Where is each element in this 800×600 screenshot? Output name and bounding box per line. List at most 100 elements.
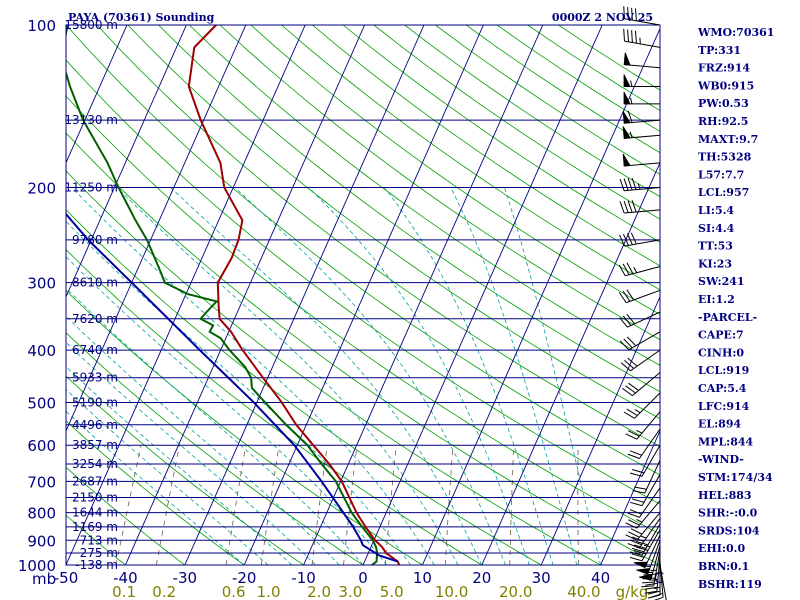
background-grid — [0, 25, 660, 565]
dewpoint-data-point — [187, 293, 189, 295]
wind-barb-staff — [656, 555, 661, 592]
moist-adiabat-line — [384, 187, 554, 565]
wind-barb-feather — [635, 30, 637, 44]
wind-barb-staff — [641, 474, 661, 506]
wind-barb — [619, 311, 661, 328]
wind-barb-feather — [623, 411, 635, 419]
temperature-data-point — [237, 239, 240, 241]
height-level-label: 5190 m — [72, 395, 118, 409]
wind-barb-staff — [624, 209, 661, 214]
dewpoint-data-point — [361, 526, 363, 528]
wind-barb-half-feather — [637, 183, 641, 190]
index-line: STM:174/34 — [698, 471, 773, 484]
wind-barb — [633, 534, 661, 569]
temperature-data-point — [281, 401, 283, 403]
height-level-label: 1169 m — [72, 520, 118, 534]
temperature-data-point — [219, 162, 221, 164]
moist-adiabat-line — [450, 187, 578, 565]
wind-barb-feather — [619, 178, 625, 191]
wind-barb-half-feather — [634, 409, 641, 414]
wind-barb — [625, 411, 661, 440]
wind-barb-feather — [631, 30, 633, 43]
index-line: PW:0.53 — [698, 97, 749, 110]
dewpoint-data-point — [82, 119, 84, 121]
wind-barb-feather — [622, 233, 629, 246]
wind-barb — [623, 52, 661, 69]
index-line: TT:53 — [698, 240, 733, 253]
wind-barb-feather — [622, 387, 633, 397]
index-line: KI:23 — [698, 257, 732, 270]
wind-barb-feather — [653, 596, 664, 600]
mixing-ratio-line — [343, 445, 358, 565]
height-level-label: 11250 m — [64, 181, 118, 195]
wind-barb-feather — [625, 433, 638, 440]
isotherm-line — [421, 27, 660, 565]
temperature-tick-label: -30 — [173, 569, 198, 587]
pressure-tick-label: 700 — [27, 473, 56, 491]
temperature-unit-label: C — [654, 569, 664, 587]
wind-barb-feather — [647, 590, 661, 595]
temperature-tick-label: 40 — [591, 569, 610, 587]
index-line: -WIND- — [698, 453, 744, 466]
wind-barb-feather — [644, 590, 657, 594]
dewpoint-data-point — [164, 282, 166, 284]
temperature-data-point — [355, 512, 358, 514]
index-line: CAPE:7 — [698, 329, 744, 342]
wind-barb-pennant — [622, 111, 631, 124]
isotherm-line — [184, 25, 425, 565]
sounding-profiles — [61, 25, 401, 565]
wind-barb-staff — [624, 239, 661, 247]
height-level-label: 713 m — [80, 533, 118, 547]
index-line: FRZ:914 — [698, 62, 750, 75]
wind-barb-feather — [627, 178, 633, 191]
mixing-ratio-line — [225, 445, 247, 565]
moist-adiabat-line — [170, 187, 483, 565]
dewpoint-data-point — [372, 539, 374, 541]
dewpoint-data-point — [61, 57, 62, 58]
temperature-tick-label: 30 — [532, 569, 551, 587]
parcel-data-point — [253, 401, 255, 403]
dewpoint-data-point — [285, 424, 287, 426]
wind-barb-pennant — [638, 573, 653, 581]
wind-barb — [629, 474, 661, 507]
parcel-data-point — [352, 526, 354, 528]
temperature-data-point — [365, 526, 367, 528]
temperature-tick-label: -20 — [232, 569, 257, 587]
wind-barb-feather — [627, 29, 629, 42]
dewpoint-data-point — [375, 560, 378, 563]
wind-barb-pennant — [636, 568, 651, 575]
isotherm-line — [66, 25, 306, 565]
index-line: LCL:919 — [698, 364, 749, 377]
mixing-ratio-tick-label: 1.0 — [257, 583, 281, 600]
dewpoint-data-point — [106, 162, 109, 164]
height-level-label: 8610 m — [72, 276, 118, 290]
isotherm-line — [66, 25, 128, 164]
isotherm-line — [66, 25, 247, 433]
height-level-label: 3857 m — [72, 438, 118, 452]
index-line: EHI:0.0 — [698, 542, 745, 555]
wind-barb-staff — [628, 331, 661, 351]
dewpoint-data-point — [118, 187, 120, 189]
wind-barb — [625, 500, 661, 529]
temperature-data-point — [188, 85, 190, 88]
isotherm-line — [0, 25, 8, 565]
temperature-data-point — [218, 304, 220, 306]
pressure-tick-label: 400 — [27, 342, 56, 360]
wind-barb-staff — [653, 550, 661, 586]
index-line: LCL:957 — [698, 186, 749, 199]
index-line: SRDS:104 — [698, 524, 760, 537]
isotherm-line — [303, 25, 544, 565]
height-level-label: 275 m — [80, 546, 118, 560]
wind-barb — [629, 444, 661, 477]
pressure-tick-label: 100 — [27, 17, 56, 35]
wind-barb-feather — [625, 522, 638, 529]
wind-barb-feather — [623, 28, 625, 42]
dewpoint-data-point — [335, 480, 337, 482]
wind-barb-staff — [641, 523, 661, 556]
wind-barb-feather — [620, 362, 631, 372]
index-line: EI:1.2 — [698, 293, 735, 306]
height-level-label: 3254 m — [72, 457, 118, 471]
temperature-data-point — [200, 119, 202, 121]
dewpoint-data-point — [264, 401, 266, 403]
temperature-data-point — [242, 349, 244, 351]
